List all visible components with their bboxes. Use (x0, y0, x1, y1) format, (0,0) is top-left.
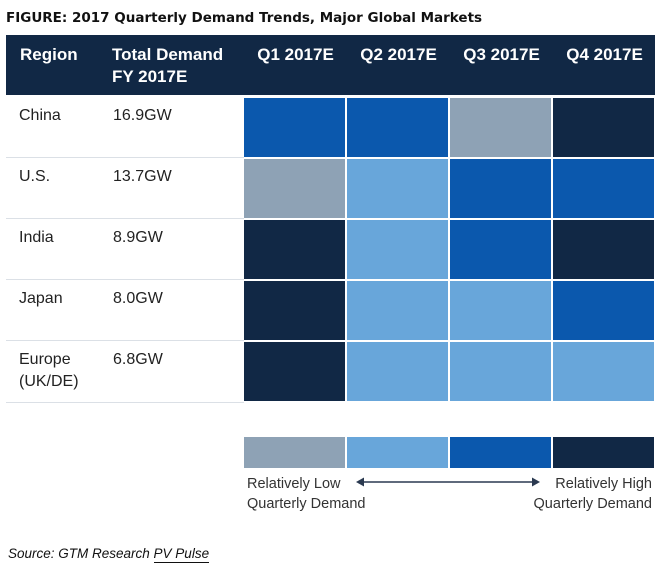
legend-high-line1: Relatively High (555, 476, 652, 492)
row-total-value: 8.9GW (113, 229, 163, 246)
row-total-value: 8.0GW (113, 290, 163, 307)
header-q4: Q4 2017E (566, 45, 643, 64)
row-region-label: Japan (19, 290, 63, 307)
heatmap-cell (244, 159, 345, 218)
source-prefix: Source: GTM Research (8, 546, 154, 561)
heatmap-cell (244, 281, 345, 340)
row-divider (6, 402, 244, 403)
heatmap-cell (347, 342, 448, 401)
source-link[interactable]: PV Pulse (153, 546, 210, 563)
row-divider (6, 157, 244, 158)
legend-low-line2: Quarterly Demand (247, 496, 366, 512)
heatmap-cell (553, 281, 654, 340)
row-total-value: 16.9GW (113, 107, 172, 124)
heatmap-cell (553, 220, 654, 279)
row-region-label: U.S. (19, 168, 51, 185)
legend-high-line2: Quarterly Demand (533, 496, 652, 512)
header-region: Region (20, 45, 78, 64)
heatmap-cell (553, 342, 654, 401)
row-total-value: 6.8GW (113, 351, 163, 368)
heatmap-cell (347, 281, 448, 340)
header-q2: Q2 2017E (360, 45, 437, 64)
heatmap-cell (347, 220, 448, 279)
heatmap-cell (347, 98, 448, 157)
heatmap-cell (244, 342, 345, 401)
heatmap-cell (450, 342, 551, 401)
table-header (6, 35, 655, 95)
header-total-line2: FY 2017E (112, 67, 188, 86)
legend-swatch (553, 437, 654, 468)
heatmap-cell (553, 159, 654, 218)
heatmap-cell (244, 98, 345, 157)
row-divider (6, 218, 244, 219)
heatmap-cell (244, 220, 345, 279)
heatmap-cell (450, 220, 551, 279)
row-divider (6, 340, 244, 341)
row-divider (6, 279, 244, 280)
legend-swatch (450, 437, 551, 468)
header-q3: Q3 2017E (463, 45, 540, 64)
figure-title: FIGURE: 2017 Quarterly Demand Trends, Ma… (6, 10, 483, 26)
heatmap-cell (347, 159, 448, 218)
row-region-label: China (19, 107, 61, 124)
legend-swatch (347, 437, 448, 468)
source-note: Source: GTM Research PV Pulse (8, 546, 210, 563)
header-q1: Q1 2017E (257, 45, 334, 64)
row-region-label-line2: (UK/DE) (19, 373, 79, 390)
row-region-label: India (19, 229, 54, 246)
heatmap-cell (450, 98, 551, 157)
header-total-line1: Total Demand (112, 45, 224, 64)
legend-double-arrow-icon (356, 477, 540, 487)
heatmap-cell (450, 159, 551, 218)
heatmap-cell (450, 281, 551, 340)
heatmap-cell (553, 98, 654, 157)
legend-low-line1: Relatively Low (247, 476, 341, 492)
row-total-value: 13.7GW (113, 168, 172, 185)
legend-swatch (244, 437, 345, 468)
row-region-label: Europe (19, 351, 71, 368)
